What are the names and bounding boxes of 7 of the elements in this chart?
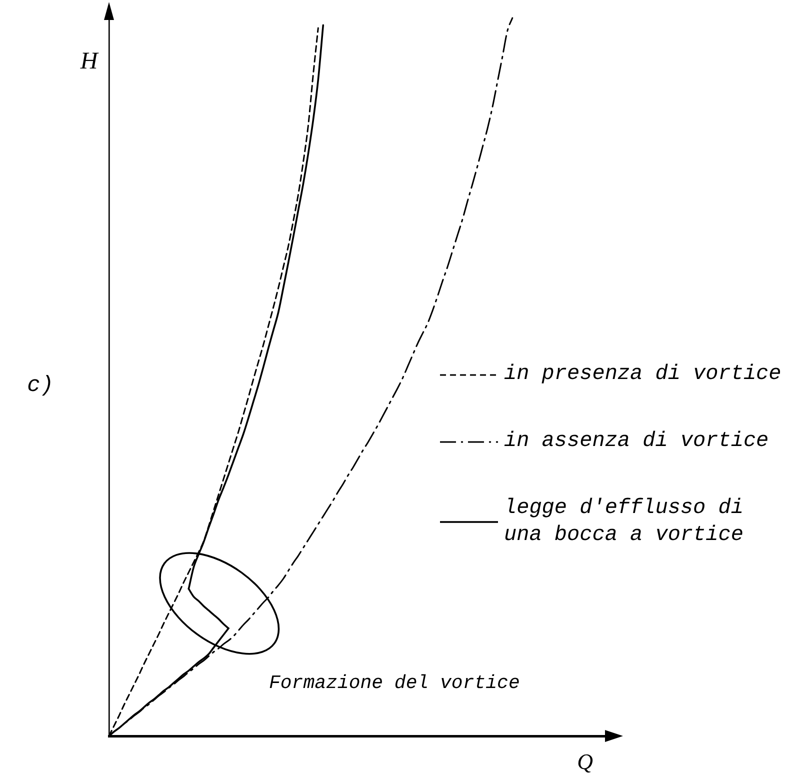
annotation: Formazione del vortice — [269, 672, 520, 694]
x-axis-title: Q — [577, 748, 594, 774]
text: c) — [27, 372, 54, 398]
y-axis-title: H — [79, 48, 100, 74]
legend-label: legge d'efflusso di una bocca a vortice — [504, 496, 744, 550]
legend-label: in assenza di vortice — [504, 429, 769, 456]
legend-label: in presenza di vortice — [504, 362, 782, 388]
